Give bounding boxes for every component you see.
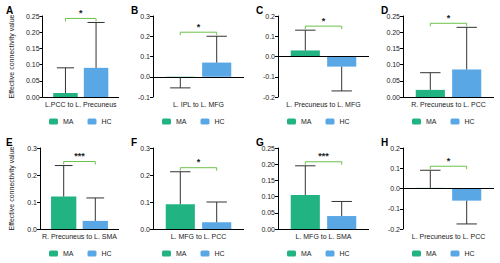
svg-text:C: C bbox=[256, 5, 263, 16]
svg-text:0.15: 0.15 bbox=[26, 45, 40, 52]
svg-text:-0.2: -0.2 bbox=[263, 94, 275, 101]
svg-text:G: G bbox=[256, 137, 264, 148]
svg-text:L. Precuneus to L. MFG: L. Precuneus to L. MFG bbox=[286, 101, 360, 108]
svg-text:0.00: 0.00 bbox=[386, 94, 400, 101]
svg-text:L. IPL to L. MFG: L. IPL to L. MFG bbox=[173, 101, 224, 108]
svg-text:B: B bbox=[131, 5, 138, 16]
svg-text:0.20: 0.20 bbox=[261, 161, 275, 168]
svg-text:MA: MA bbox=[176, 118, 187, 125]
svg-text:HC: HC bbox=[215, 118, 225, 125]
svg-text:0.0: 0.0 bbox=[27, 226, 37, 233]
svg-text:*: * bbox=[197, 157, 201, 167]
svg-text:0.1: 0.1 bbox=[140, 53, 150, 60]
svg-text:D: D bbox=[381, 5, 388, 16]
svg-text:0.25: 0.25 bbox=[261, 144, 275, 152]
svg-text:0.05: 0.05 bbox=[261, 209, 275, 216]
svg-text:0.1: 0.1 bbox=[140, 199, 150, 206]
svg-text:R. Precuneus to L. SMA: R. Precuneus to L. SMA bbox=[42, 233, 117, 240]
svg-text:0.1: 0.1 bbox=[265, 33, 275, 40]
svg-text:0.1: 0.1 bbox=[390, 165, 400, 172]
svg-text:-0.1: -0.1 bbox=[263, 73, 275, 80]
svg-text:L. Precuneus to L. PCC: L. Precuneus to L. PCC bbox=[412, 233, 486, 240]
svg-text:0.05: 0.05 bbox=[26, 77, 40, 84]
svg-text:0.25: 0.25 bbox=[386, 13, 400, 20]
svg-text:*: * bbox=[447, 13, 451, 23]
svg-text:0.3: 0.3 bbox=[27, 145, 37, 152]
svg-text:L. MFG to L. PCC: L. MFG to L. PCC bbox=[171, 233, 227, 240]
svg-text:HC: HC bbox=[102, 118, 112, 125]
svg-text:Effective connectivity value: Effective connectivity value bbox=[8, 14, 16, 98]
svg-text:0.05: 0.05 bbox=[386, 77, 400, 84]
svg-text:-0.1: -0.1 bbox=[138, 94, 150, 101]
svg-text:MA: MA bbox=[426, 118, 437, 125]
svg-text:***: *** bbox=[74, 151, 85, 161]
svg-text:*: * bbox=[322, 16, 326, 26]
svg-text:0.1: 0.1 bbox=[27, 199, 37, 206]
svg-text:HC: HC bbox=[102, 250, 112, 257]
svg-text:0.2: 0.2 bbox=[27, 172, 37, 179]
svg-text:0.10: 0.10 bbox=[386, 61, 400, 68]
svg-text:*: * bbox=[447, 156, 451, 166]
svg-text:*: * bbox=[79, 8, 83, 18]
svg-text:0.10: 0.10 bbox=[26, 61, 40, 68]
svg-text:Effective connectivity value: Effective connectivity value bbox=[8, 146, 16, 230]
svg-text:*: * bbox=[197, 22, 201, 32]
svg-text:R. Precuneus to L. PCC: R. Precuneus to L. PCC bbox=[411, 101, 486, 108]
svg-text:0.2: 0.2 bbox=[390, 145, 400, 152]
svg-text:-0.1: -0.1 bbox=[388, 205, 400, 212]
svg-text:0.20: 0.20 bbox=[386, 29, 400, 36]
svg-text:HC: HC bbox=[465, 250, 475, 257]
svg-text:MA: MA bbox=[63, 118, 74, 125]
svg-text:L. MFG to L. SMA: L. MFG to L. SMA bbox=[295, 233, 351, 240]
svg-text:0.20: 0.20 bbox=[26, 29, 40, 36]
svg-text:0.2: 0.2 bbox=[140, 172, 150, 179]
svg-text:F: F bbox=[131, 137, 137, 148]
svg-text:MA: MA bbox=[301, 118, 312, 125]
svg-text:MA: MA bbox=[426, 250, 437, 257]
svg-text:0.0: 0.0 bbox=[140, 226, 150, 233]
svg-text:HC: HC bbox=[215, 250, 225, 257]
svg-text:0.0: 0.0 bbox=[265, 53, 275, 60]
svg-text:0.15: 0.15 bbox=[261, 177, 275, 184]
svg-text:MA: MA bbox=[63, 250, 74, 257]
svg-text:A: A bbox=[6, 5, 13, 16]
svg-text:***: *** bbox=[318, 151, 329, 161]
svg-text:L.PCC to L. Precuneus: L.PCC to L. Precuneus bbox=[45, 101, 117, 108]
svg-text:-0.2: -0.2 bbox=[388, 226, 400, 233]
svg-text:0.25: 0.25 bbox=[26, 13, 40, 20]
svg-text:0.3: 0.3 bbox=[140, 145, 150, 152]
svg-text:0.00: 0.00 bbox=[26, 94, 40, 101]
svg-text:MA: MA bbox=[301, 250, 312, 257]
svg-text:HC: HC bbox=[340, 250, 350, 257]
svg-text:0.10: 0.10 bbox=[261, 193, 275, 200]
svg-text:0.2: 0.2 bbox=[265, 13, 275, 20]
svg-text:0.0: 0.0 bbox=[390, 185, 400, 192]
svg-text:H: H bbox=[381, 137, 388, 148]
svg-text:0.00: 0.00 bbox=[261, 226, 275, 233]
svg-text:0.3: 0.3 bbox=[140, 13, 150, 20]
svg-text:E: E bbox=[6, 137, 13, 148]
svg-text:0.2: 0.2 bbox=[140, 33, 150, 40]
svg-text:MA: MA bbox=[176, 250, 187, 257]
svg-text:0.15: 0.15 bbox=[386, 45, 400, 52]
svg-text:HC: HC bbox=[340, 118, 350, 125]
svg-text:0.0: 0.0 bbox=[140, 73, 150, 80]
svg-text:HC: HC bbox=[465, 118, 475, 125]
